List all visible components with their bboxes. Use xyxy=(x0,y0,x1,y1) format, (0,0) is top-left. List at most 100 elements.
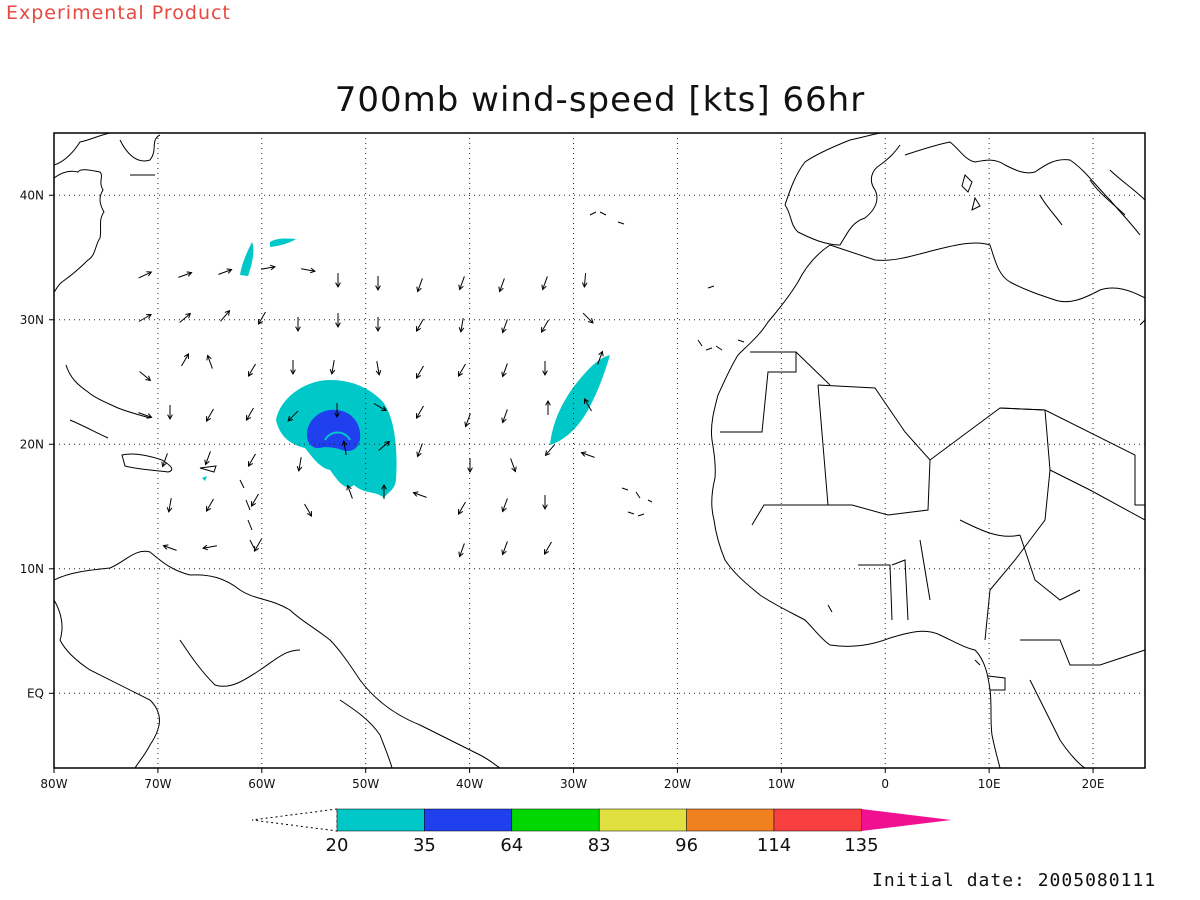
colorbar-tick-label: 64 xyxy=(500,835,523,856)
wind-vector-arrow xyxy=(247,363,256,377)
lon-tick-label: 10E xyxy=(978,777,1001,791)
wind-vector-arrow xyxy=(457,363,466,377)
colorbar-tick-label: 20 xyxy=(326,835,349,856)
wind-vector-arrow xyxy=(464,413,471,428)
wind-vector-arrow xyxy=(373,403,387,412)
lon-tick-label: 60W xyxy=(248,777,275,791)
wind-vector-arrow xyxy=(167,405,173,421)
wind-vector-arrow xyxy=(179,312,192,323)
wind-vector-arrow xyxy=(138,412,153,419)
lat-tick-label: EQ xyxy=(27,686,44,700)
lat-tick-label: 30N xyxy=(20,313,44,327)
wind-vector-arrow xyxy=(416,278,423,293)
wind-vector-arrow xyxy=(161,453,168,468)
wind-vector-arrow xyxy=(580,451,595,458)
wind-vector-arrow xyxy=(545,399,551,415)
wind-vector-arrow xyxy=(501,319,508,334)
lon-tick-label: 50W xyxy=(352,777,379,791)
experimental-product-label: Experimental Product xyxy=(6,2,231,24)
colorbar: 20 35 64 83 96 114 135 xyxy=(251,808,952,856)
wind-vector-arrow xyxy=(597,350,604,365)
wind-vector-arrow xyxy=(458,276,465,291)
wind-vector-arrow xyxy=(261,264,276,271)
wind-vector-arrow xyxy=(582,312,594,324)
wind-vector-arrow xyxy=(166,498,173,513)
wind-vector-arrow xyxy=(257,311,266,325)
wind-vector-arrow xyxy=(250,493,259,507)
wind-vector-arrow xyxy=(415,318,424,332)
colorbar-segment xyxy=(424,808,513,832)
wind-vector-arrow xyxy=(544,444,555,457)
wind-vector-arrow xyxy=(375,361,382,376)
wind-vector-arrow xyxy=(178,271,193,278)
latitude-ticks: 40N 30N 20N 10N EQ xyxy=(20,188,54,700)
grid-lines xyxy=(54,133,1145,768)
map-title: 700mb wind-speed [kts] 66hr xyxy=(334,80,866,120)
lon-tick-label: 20E xyxy=(1082,777,1105,791)
wind-vector-arrow xyxy=(416,443,423,458)
wind-vector-arrow xyxy=(415,365,424,379)
wind-vector-arrow xyxy=(218,268,233,275)
wind-vector-arrow xyxy=(543,541,552,555)
colorbar-tick-label: 114 xyxy=(757,835,791,856)
colorbar-lower-arrow xyxy=(251,808,338,832)
wind-vector-arrow xyxy=(501,409,508,424)
wind-vector-arrow xyxy=(247,453,256,467)
wind-vector-arrow xyxy=(335,313,341,329)
wind-vector-arrow xyxy=(510,458,517,473)
wind-vector-arrow xyxy=(204,451,211,466)
wind-vector-arrow xyxy=(458,543,465,558)
wind-vector-arrow xyxy=(301,267,316,274)
colorbar-tick-label: 35 xyxy=(413,835,436,856)
colorbar-segment xyxy=(598,808,687,832)
wind-vector-arrow xyxy=(329,360,336,375)
wind-vector-arrow xyxy=(290,360,296,376)
wind-vector-arrow xyxy=(139,371,152,382)
wind-vector-arrow xyxy=(412,491,427,498)
wind-vector-arrow xyxy=(205,498,214,512)
wind-vectors xyxy=(138,264,604,558)
colorbar-upper-arrow xyxy=(861,809,952,831)
wind-vector-arrow xyxy=(375,317,381,333)
wind-vector-arrow xyxy=(583,398,592,412)
map-frame xyxy=(53,132,1146,769)
wind-shade-cyan-band xyxy=(550,355,610,445)
lon-tick-label: 10W xyxy=(768,777,795,791)
wind-shade-core-swirl xyxy=(324,431,351,441)
wind-vector-arrow xyxy=(467,458,473,474)
wind-vector-arrow xyxy=(498,278,505,293)
wind-vector-arrow xyxy=(287,410,299,422)
lon-tick-label: 30W xyxy=(560,777,587,791)
lon-tick-label: 0 xyxy=(881,777,889,791)
colorbar-tick-label: 83 xyxy=(588,835,611,856)
wind-vector-arrow xyxy=(541,276,548,291)
wind-vector-arrow xyxy=(304,503,313,517)
wind-vector-arrow xyxy=(335,273,341,289)
wind-vector-arrow xyxy=(181,353,190,367)
wind-shade-cyan-patch-1 xyxy=(240,242,254,276)
initial-date-label: Initial date: 2005080111 xyxy=(872,870,1157,891)
wind-vector-arrow xyxy=(138,313,152,322)
wind-vector-arrow xyxy=(220,309,231,322)
colorbar-tick-label: 135 xyxy=(844,835,878,856)
wind-vector-arrow xyxy=(295,317,301,333)
lat-tick-label: 40N xyxy=(20,188,44,202)
wind-vector-arrow xyxy=(346,484,353,499)
wind-vector-arrow xyxy=(415,405,424,419)
colorbar-segment xyxy=(773,808,862,832)
wind-vector-arrow xyxy=(501,541,508,556)
wind-vector-arrow xyxy=(245,407,254,421)
wind-vector-arrow xyxy=(457,501,466,515)
wind-shade-cyan-patch-3 xyxy=(202,476,207,481)
colorbar-segment xyxy=(686,808,775,832)
wind-vector-arrow xyxy=(206,354,213,369)
wind-vector-arrow xyxy=(341,440,348,455)
wind-vector-arrow xyxy=(501,363,508,378)
lon-tick-label: 20W xyxy=(664,777,691,791)
wind-vector-arrow xyxy=(458,318,465,333)
wind-vector-arrow xyxy=(296,457,303,472)
wind-vector-arrow xyxy=(540,319,549,333)
wind-vector-arrow xyxy=(138,271,153,279)
lon-tick-label: 80W xyxy=(40,777,67,791)
